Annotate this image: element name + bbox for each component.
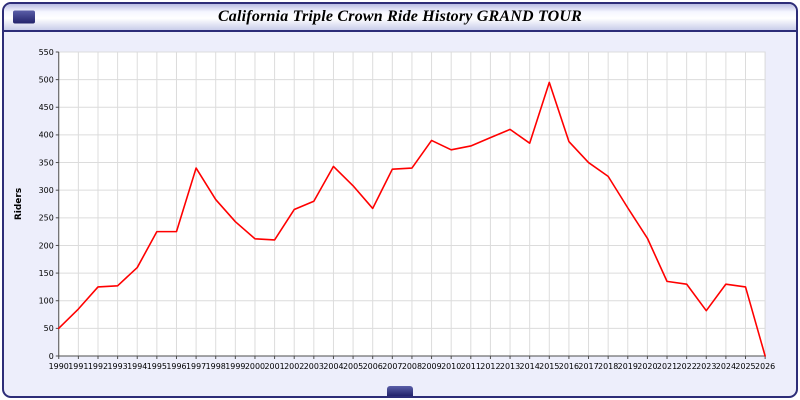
svg-text:2022: 2022 <box>677 362 697 371</box>
svg-text:2003: 2003 <box>304 362 324 371</box>
svg-text:1996: 1996 <box>166 362 186 371</box>
svg-text:2005: 2005 <box>343 362 363 371</box>
svg-text:1990: 1990 <box>49 362 69 371</box>
svg-text:2021: 2021 <box>657 362 677 371</box>
svg-text:2024: 2024 <box>716 362 736 371</box>
svg-text:2025: 2025 <box>735 362 755 371</box>
svg-text:1992: 1992 <box>88 362 108 371</box>
svg-text:50: 50 <box>44 324 54 333</box>
svg-text:2023: 2023 <box>696 362 716 371</box>
svg-text:2002: 2002 <box>284 362 304 371</box>
svg-text:2015: 2015 <box>539 362 559 371</box>
svg-text:100: 100 <box>39 297 54 306</box>
svg-text:2013: 2013 <box>500 362 520 371</box>
svg-text:2018: 2018 <box>598 362 618 371</box>
svg-text:2000: 2000 <box>245 362 265 371</box>
svg-text:1994: 1994 <box>127 362 147 371</box>
svg-text:1995: 1995 <box>147 362 167 371</box>
svg-text:Riders: Riders <box>14 188 24 220</box>
svg-text:2020: 2020 <box>637 362 657 371</box>
chart-panel: 0 50 100 150 200 250 300 350 400 450 500 550 1990 199… <box>9 38 791 384</box>
svg-text:2012: 2012 <box>480 362 500 371</box>
svg-text:500: 500 <box>39 75 54 84</box>
svg-text:400: 400 <box>39 131 54 140</box>
svg-text:2016: 2016 <box>559 362 579 371</box>
svg-text:2011: 2011 <box>461 362 481 371</box>
svg-text:1999: 1999 <box>225 362 245 371</box>
resize-handle <box>387 386 413 396</box>
svg-text:250: 250 <box>39 214 54 223</box>
svg-text:0: 0 <box>49 352 54 361</box>
svg-text:200: 200 <box>39 241 54 250</box>
svg-text:2026: 2026 <box>755 362 775 371</box>
svg-text:2010: 2010 <box>441 362 461 371</box>
svg-text:550: 550 <box>39 48 54 57</box>
chart-title: California Triple Crown Ride History GRA… <box>217 8 583 25</box>
svg-text:1993: 1993 <box>107 362 127 371</box>
svg-text:1998: 1998 <box>206 362 226 371</box>
window-icon <box>13 10 35 24</box>
svg-text:2017: 2017 <box>578 362 598 371</box>
svg-text:300: 300 <box>39 186 54 195</box>
svg-text:2001: 2001 <box>264 362 284 371</box>
svg-text:2019: 2019 <box>618 362 638 371</box>
svg-text:450: 450 <box>39 103 54 112</box>
svg-text:2009: 2009 <box>421 362 441 371</box>
svg-text:1997: 1997 <box>186 362 206 371</box>
svg-text:2014: 2014 <box>520 362 540 371</box>
svg-text:350: 350 <box>39 158 54 167</box>
title-bar: California Triple Crown Ride History GRA… <box>4 4 796 32</box>
svg-text:2006: 2006 <box>363 362 383 371</box>
svg-text:1991: 1991 <box>68 362 88 371</box>
svg-text:150: 150 <box>39 269 54 278</box>
svg-text:2008: 2008 <box>402 362 422 371</box>
svg-text:2004: 2004 <box>323 362 343 371</box>
svg-text:2007: 2007 <box>382 362 402 371</box>
